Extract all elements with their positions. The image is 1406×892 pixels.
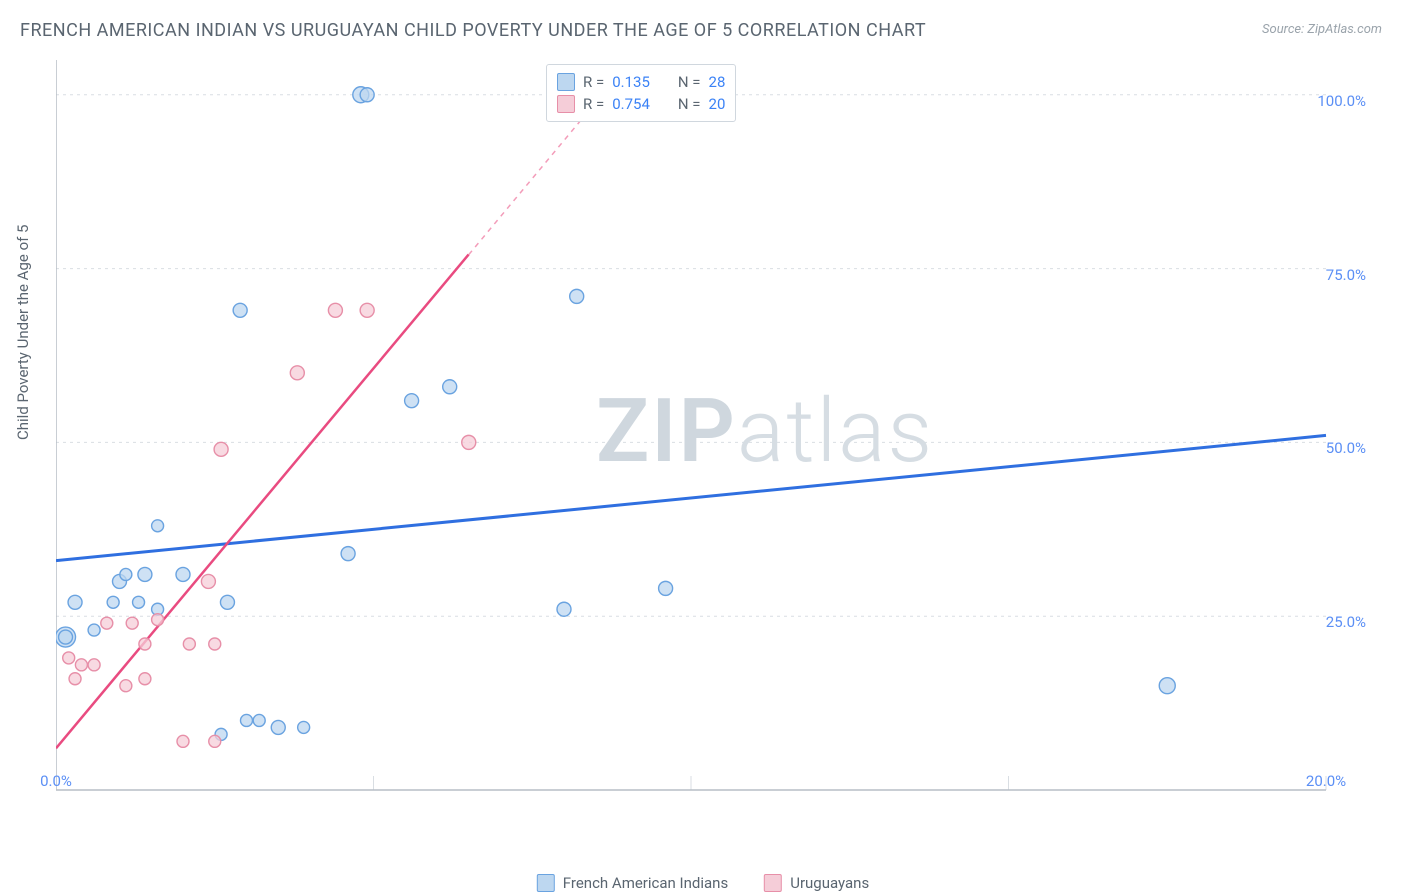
legend-row: R = 0.754 N = 20 [557,93,725,115]
y-tick-label: 75.0% [1326,266,1366,284]
stats-legend: R = 0.135 N = 28 R = 0.754 N = 20 [546,64,736,122]
swatch-series1 [537,874,555,892]
x-tick-label: 20.0% [1306,772,1346,790]
legend-label-2: Uruguayans [790,874,869,892]
swatch-series1 [557,73,575,91]
legend-item: French American Indians [537,874,728,892]
r-label: R = [583,73,604,91]
n-label: N = [678,73,701,91]
swatch-series2 [557,95,575,113]
y-tick-label: 100.0% [1317,92,1366,110]
bottom-legend: French American Indians Uruguayans [537,874,869,892]
legend-item: Uruguayans [764,874,869,892]
r-value-1: 0.135 [612,73,650,91]
n-label: N = [678,95,701,113]
scatter-plot [56,60,1376,820]
r-value-2: 0.754 [612,95,650,113]
n-value-1: 28 [709,73,726,91]
legend-row: R = 0.135 N = 28 [557,71,725,93]
y-tick-label: 50.0% [1326,439,1366,457]
swatch-series2 [764,874,782,892]
n-value-2: 20 [709,95,726,113]
x-tick-label: 0.0% [40,772,72,790]
legend-label-1: French American Indians [563,874,728,892]
chart-area: ZIPatlas R = 0.135 N = 28 R = 0.754 N = … [56,60,1376,820]
y-tick-label: 25.0% [1326,613,1366,631]
r-label: R = [583,95,604,113]
chart-title: FRENCH AMERICAN INDIAN VS URUGUAYAN CHIL… [20,20,926,41]
y-axis-label: Child Poverty Under the Age of 5 [14,225,32,441]
source-label: Source: ZipAtlas.com [1262,22,1382,37]
